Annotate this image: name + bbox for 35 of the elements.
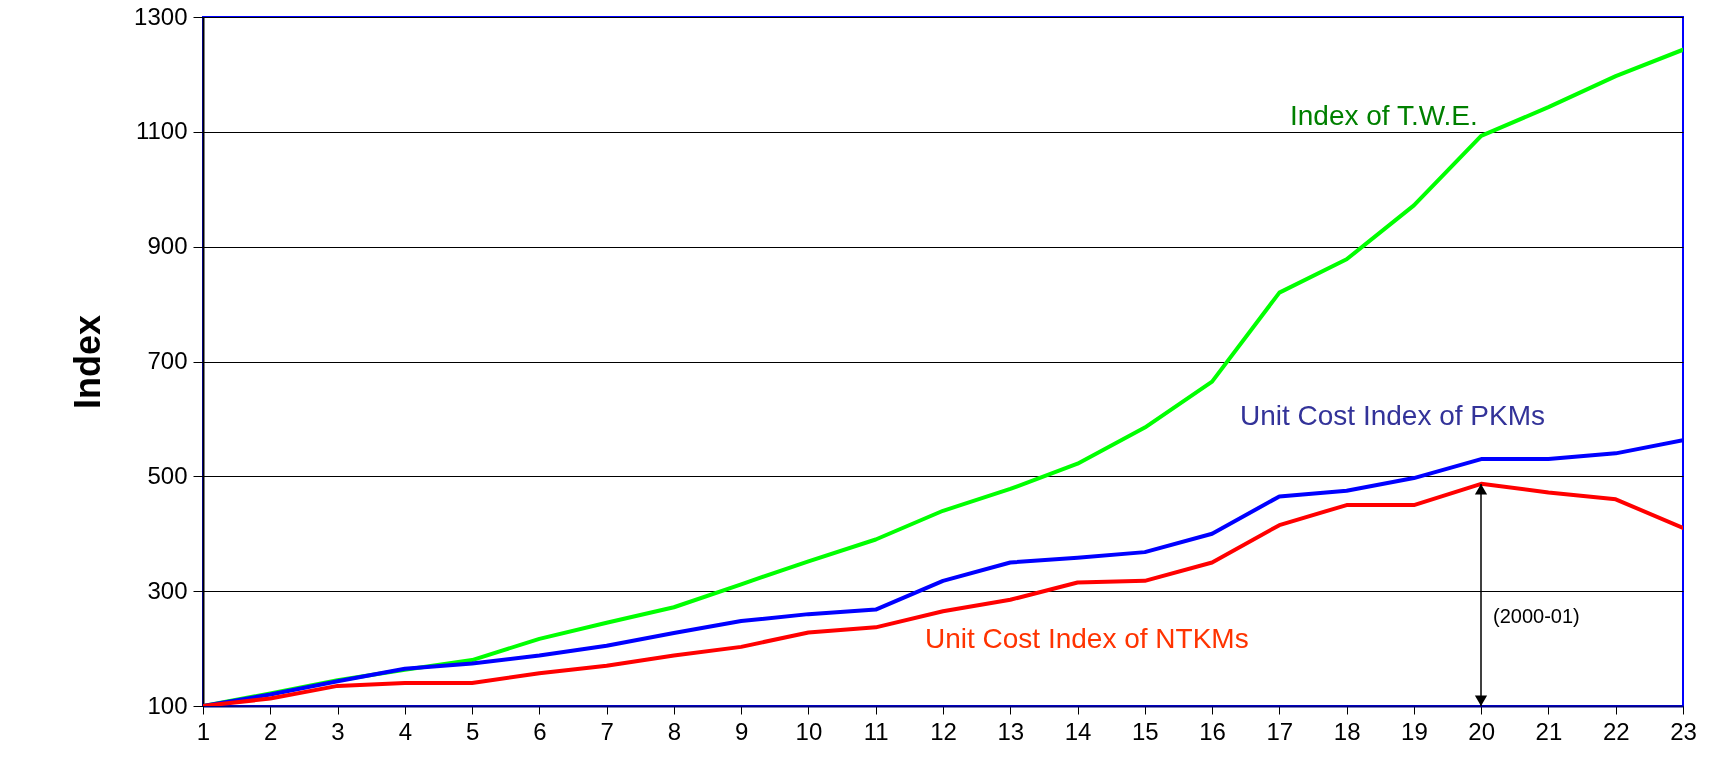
annotation: (2000-01) bbox=[1493, 605, 1580, 627]
x-tick-label: 13 bbox=[997, 717, 1025, 745]
x-tick-label: 15 bbox=[1131, 717, 1159, 745]
x-tick-label: 16 bbox=[1199, 717, 1226, 745]
x-tick-label: 22 bbox=[1602, 717, 1630, 745]
x-tick-label: 18 bbox=[1333, 717, 1361, 745]
x-tick-label: 8 bbox=[667, 717, 682, 745]
x-tick-label: 11 bbox=[863, 717, 889, 745]
x-tick-label: 7 bbox=[600, 717, 614, 745]
x-tick-label: 12 bbox=[930, 717, 957, 745]
y-tick-label: 700 bbox=[147, 347, 188, 374]
x-tick-label: 9 bbox=[735, 717, 749, 745]
y-tick-label: 900 bbox=[147, 232, 188, 260]
series-label: Unit Cost Index of NTKMs bbox=[925, 623, 1249, 654]
x-tick-label: 14 bbox=[1064, 717, 1092, 745]
x-tick-label: 6 bbox=[533, 717, 547, 745]
x-tick-label: 23 bbox=[1670, 717, 1697, 745]
y-tick-label: 500 bbox=[147, 461, 188, 489]
x-tick-label: 4 bbox=[398, 717, 412, 745]
series-label: Unit Cost Index of PKMs bbox=[1240, 400, 1546, 431]
x-tick-label: 19 bbox=[1401, 717, 1428, 745]
y-tick-label: 1300 bbox=[134, 2, 188, 30]
x-tick-label: 17 bbox=[1266, 717, 1294, 745]
x-tick-label: 20 bbox=[1468, 717, 1496, 745]
y-axis-title: Index bbox=[67, 314, 109, 410]
x-tick-label: 3 bbox=[331, 717, 345, 745]
y-tick-label: 1100 bbox=[135, 117, 188, 145]
x-tick-label: 5 bbox=[465, 717, 480, 745]
series-label: Index of T.W.E. bbox=[1290, 100, 1478, 131]
x-tick-label: 1 bbox=[196, 717, 211, 745]
y-tick-label: 100 bbox=[147, 691, 188, 719]
y-tick-label: 300 bbox=[147, 576, 188, 604]
x-tick-label: 2 bbox=[264, 717, 278, 745]
x-tick-label: 21 bbox=[1535, 717, 1563, 745]
x-tick-label: 10 bbox=[795, 717, 823, 745]
